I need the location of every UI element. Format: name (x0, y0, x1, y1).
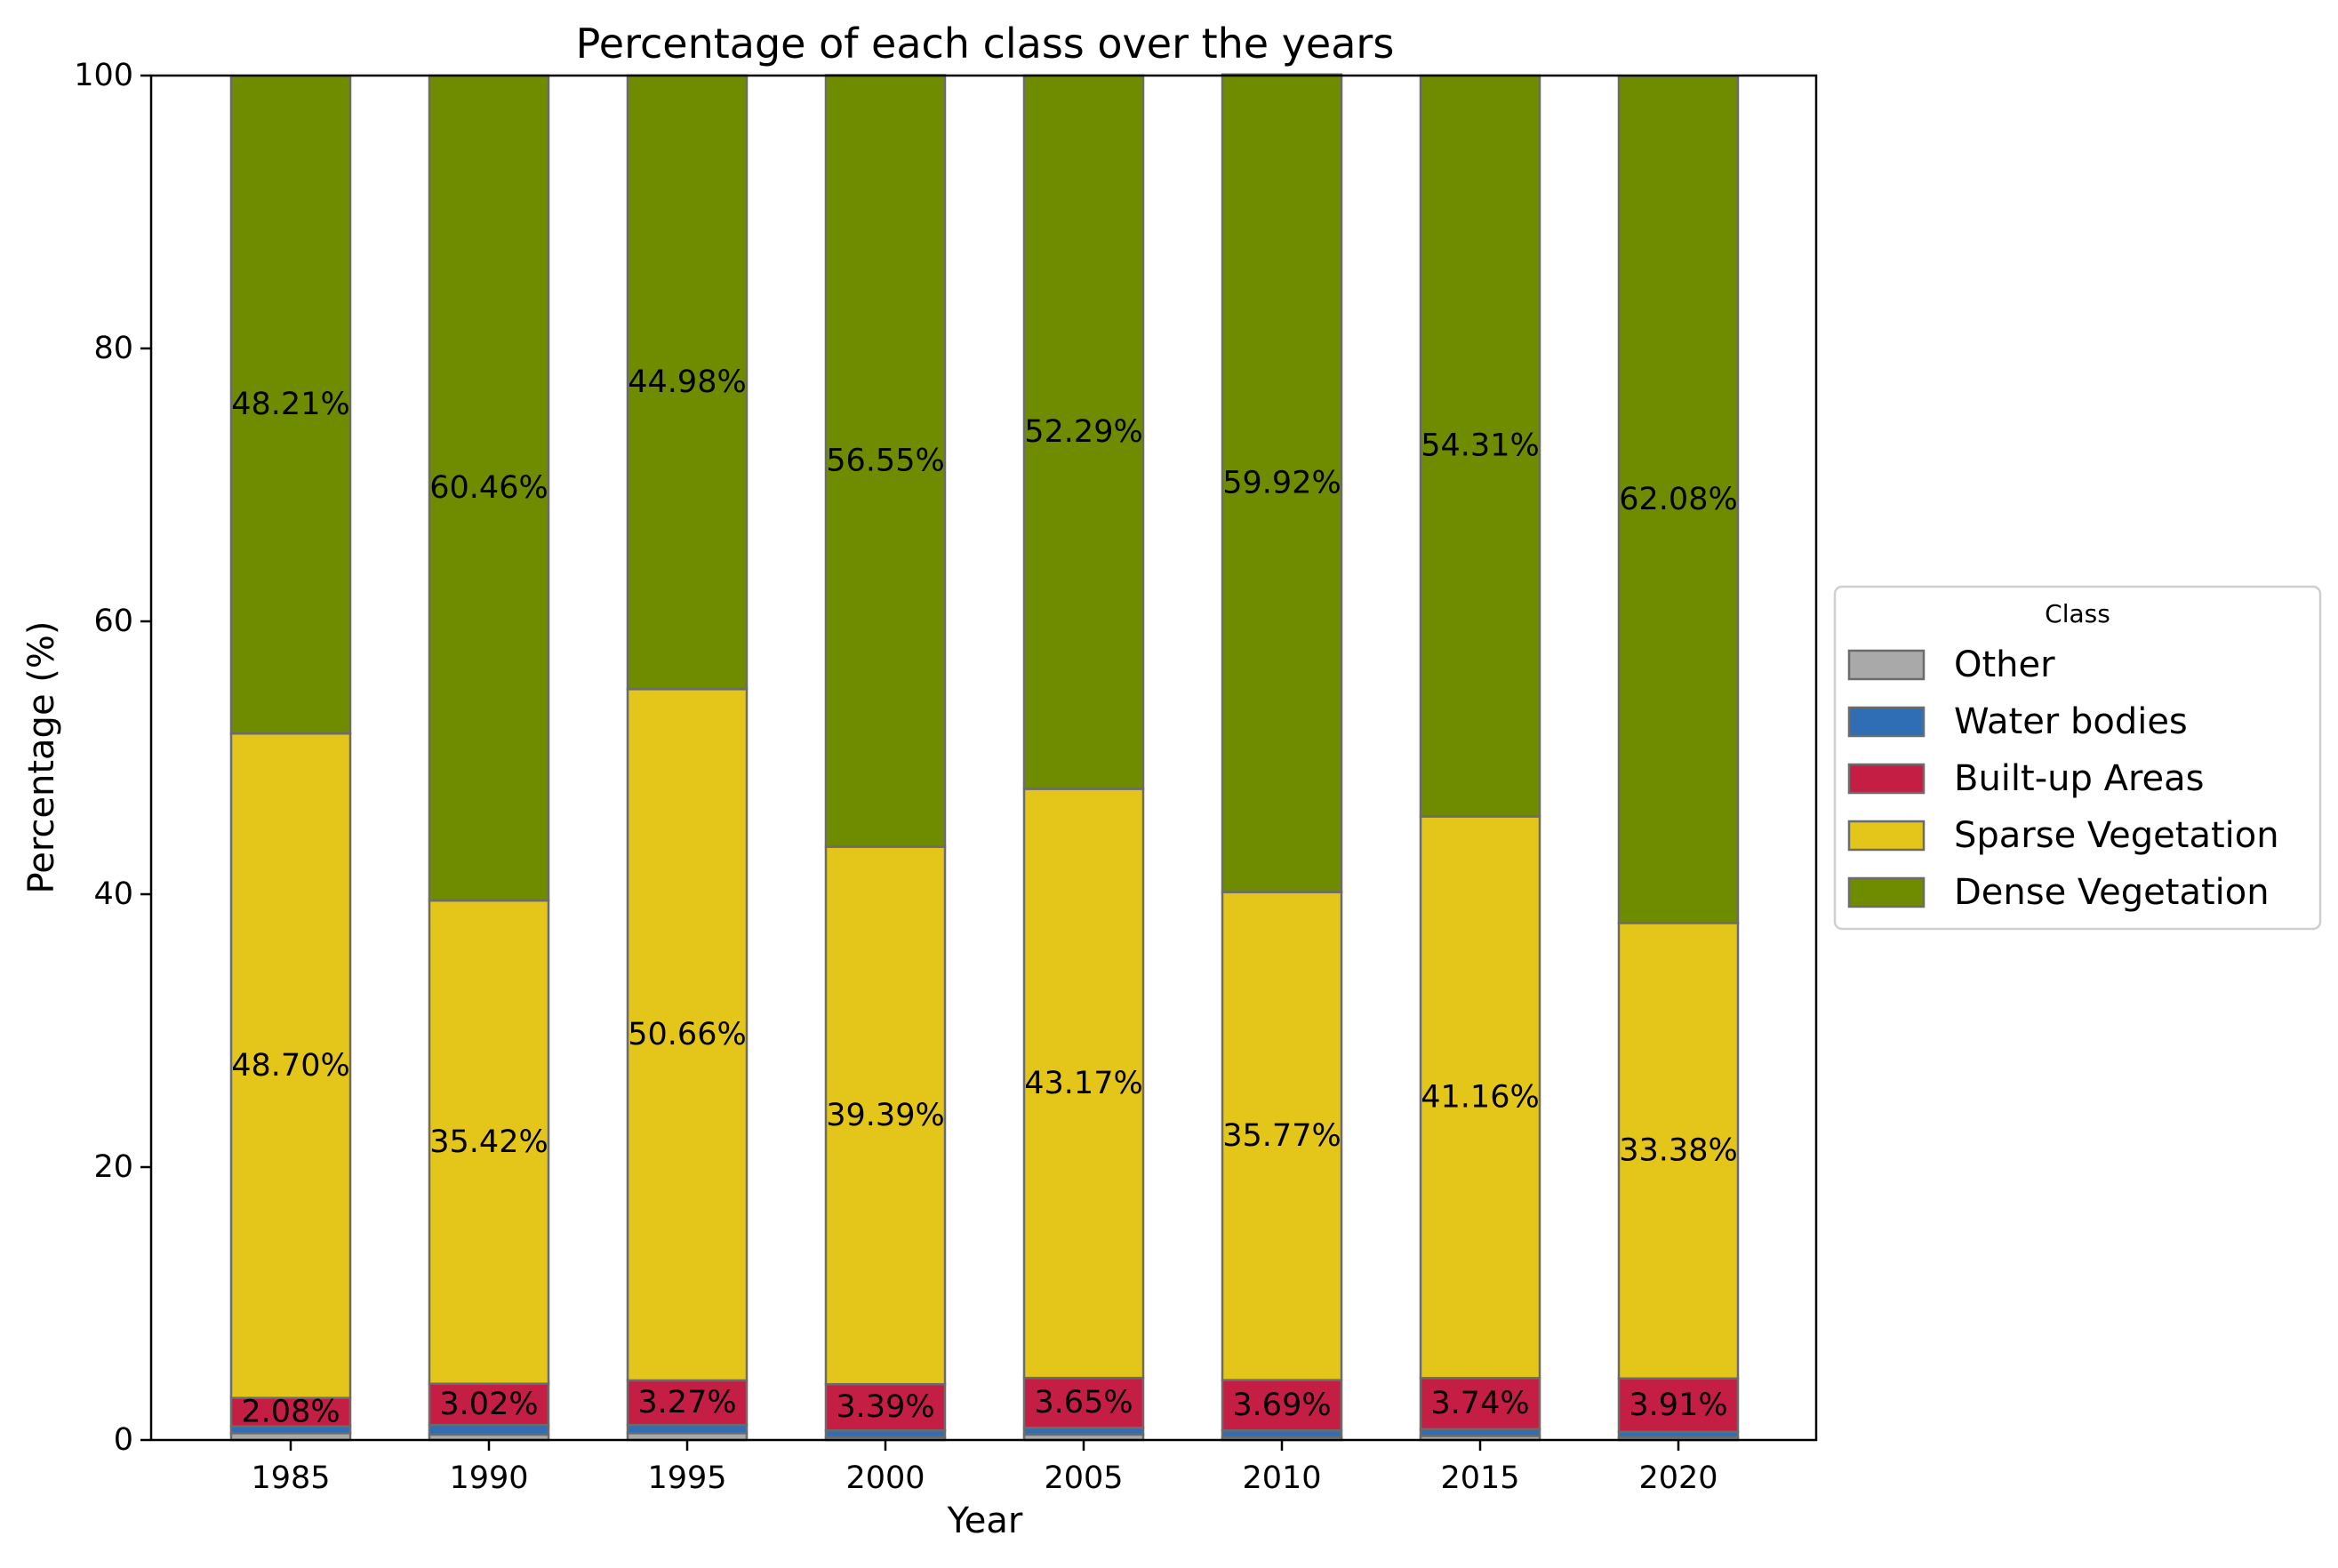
bar-sparse-vegetation-1990 (428, 899, 550, 1386)
chart-title: Percentage of each class over the years (576, 20, 1395, 68)
bar-built-up-areas-2005 (1022, 1376, 1145, 1429)
bar-dense-vegetation-1990 (428, 74, 550, 902)
y-tick-label: 20 (93, 1149, 133, 1185)
data-label-sparse-vegetation-1985: 48.70% (231, 1048, 349, 1084)
bar-dense-vegetation-1985 (229, 74, 352, 735)
bar-sparse-vegetation-2005 (1022, 788, 1145, 1380)
legend-swatch-other (1847, 649, 1926, 681)
y-tick-label: 80 (93, 331, 133, 366)
legend-swatch-built-up-areas (1847, 763, 1926, 795)
bars-layer (229, 73, 1740, 1442)
data-label-sparse-vegetation-1990: 35.42% (429, 1124, 548, 1160)
data-label-dense-vegetation-1995: 44.98% (628, 364, 746, 400)
legend: Class Other Water bodies Built-up Areas Spa… (1833, 585, 2322, 931)
data-label-sparse-vegetation-2020: 33.38% (1619, 1133, 1737, 1169)
bar-dense-vegetation-2005 (1022, 74, 1145, 790)
x-tick-label: 2005 (1044, 1460, 1123, 1496)
plot-area-frame (149, 74, 1818, 1442)
legend-items: Other Water bodies Built-up Areas Sparse Ve… (1847, 644, 2279, 913)
bar-sparse-vegetation-2020 (1617, 922, 1740, 1380)
y-tick-label: 40 (93, 876, 133, 912)
data-label-built-up-areas-1985: 2.08% (241, 1395, 340, 1430)
x-tick-label: 2010 (1242, 1460, 1321, 1496)
data-label-dense-vegetation-1990: 60.46% (429, 470, 548, 506)
data-label-built-up-areas-1995: 3.27% (637, 1385, 736, 1420)
bar-dense-vegetation-2020 (1617, 75, 1740, 924)
legend-label-other: Other (1954, 644, 2055, 685)
bar-dense-vegetation-2010 (1221, 73, 1343, 893)
x-tick-label: 1990 (449, 1460, 528, 1496)
legend-box (1833, 585, 2322, 931)
x-tick-label: 2020 (1638, 1460, 1717, 1496)
x-axis-label: Year (947, 1500, 1023, 1541)
bar-built-up-areas-2020 (1617, 1377, 1740, 1434)
data-label-sparse-vegetation-2005: 43.17% (1024, 1066, 1142, 1101)
data-label-built-up-areas-2005: 3.65% (1034, 1385, 1133, 1420)
x-tick-label: 2015 (1440, 1460, 1519, 1496)
bar-built-up-areas-2000 (824, 1382, 947, 1432)
legend-label-built-up-areas: Built-up Areas (1954, 758, 2204, 799)
data-label-built-up-areas-2015: 3.74% (1430, 1386, 1529, 1421)
data-label-dense-vegetation-2000: 56.55% (826, 444, 944, 479)
y-axis-label: Percentage (%) (21, 621, 62, 894)
data-label-built-up-areas-2020: 3.91% (1629, 1388, 1727, 1423)
data-label-built-up-areas-1990: 3.02% (439, 1387, 538, 1422)
data-label-dense-vegetation-2020: 62.08% (1619, 482, 1737, 517)
data-label-dense-vegetation-2010: 59.92% (1222, 466, 1341, 501)
data-label-built-up-areas-2000: 3.39% (836, 1389, 934, 1425)
x-tick-label: 1985 (251, 1460, 330, 1496)
bar-sparse-vegetation-1985 (229, 732, 352, 1399)
legend-swatch-sparse-vegetation (1847, 820, 1926, 852)
y-tick-label: 100 (74, 58, 133, 93)
data-label-sparse-vegetation-1995: 50.66% (628, 1017, 746, 1052)
legend-label-dense-vegetation: Dense Vegetation (1954, 872, 2270, 913)
bar-sparse-vegetation-2015 (1419, 815, 1541, 1380)
legend-label-water-bodies: Water bodies (1954, 701, 2188, 742)
x-tick-label: 2000 (845, 1460, 925, 1496)
bar-sparse-vegetation-2010 (1221, 891, 1343, 1381)
bar-built-up-areas-1995 (626, 1379, 749, 1427)
y-axis: 0 20 40 60 80 100 (74, 58, 151, 1458)
bar-water-bodies-1990 (428, 1423, 550, 1436)
data-label-sparse-vegetation-2000: 39.39% (826, 1098, 944, 1133)
legend-swatch-water-bodies (1847, 706, 1926, 738)
bar-built-up-areas-1990 (428, 1382, 550, 1427)
bar-water-bodies-1995 (626, 1423, 749, 1435)
data-label-dense-vegetation-1985: 48.21% (231, 387, 349, 422)
bar-dense-vegetation-2015 (1419, 74, 1541, 818)
data-label-dense-vegetation-2005: 52.29% (1024, 414, 1142, 450)
data-label-sparse-vegetation-2015: 41.16% (1421, 1079, 1539, 1115)
x-axis: 1985 1990 1995 2000 2005 2010 2015 2020 (251, 1440, 1718, 1496)
legend-label-sparse-vegetation: Sparse Vegetation (1954, 815, 2279, 856)
legend-swatch-dense-vegetation (1847, 876, 1926, 908)
bar-dense-vegetation-2000 (824, 74, 947, 848)
y-tick-label: 60 (93, 604, 133, 639)
data-label-dense-vegetation-2015: 54.31% (1421, 428, 1539, 464)
bar-labels-layer: 2.08% 48.70% 48.21% 3.02% 35.42% 60.46% 3.27% 5… (231, 364, 1737, 1430)
data-label-built-up-areas-2010: 3.69% (1232, 1388, 1331, 1423)
legend-title: Class (2045, 599, 2110, 628)
bar-dense-vegetation-1995 (626, 74, 749, 691)
data-label-sparse-vegetation-2010: 35.77% (1222, 1118, 1341, 1154)
x-tick-label: 1995 (647, 1460, 726, 1496)
bar-sparse-vegetation-1995 (626, 688, 749, 1382)
y-tick-label: 0 (114, 1422, 133, 1458)
bar-sparse-vegetation-2000 (824, 845, 947, 1386)
